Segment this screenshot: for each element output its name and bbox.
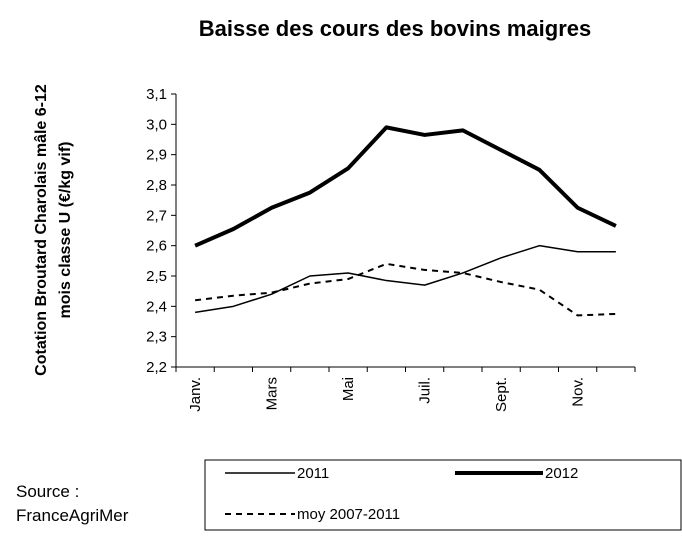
y-tick-label: 3,0 [146,116,167,133]
y-tick-label: 2,9 [146,147,167,164]
source-text: FranceAgriMer [16,506,129,525]
y-tick-label: 2,3 [146,329,167,346]
y-label-line: mois classe U (€/kg vif) [57,142,74,319]
chart-title: Baisse des cours des bovins maigres [199,16,592,41]
series-line [195,262,616,317]
x-tick-label: Nov. [570,377,587,407]
y-tick-label: 2,8 [146,177,167,194]
legend-label: 2012 [545,465,578,482]
x-tick-label: Mai [340,377,357,401]
y-tick-label: 2,2 [146,359,167,376]
series-line [195,244,616,314]
x-tick-label: Janv. [187,377,204,412]
legend-label: 2011 [297,465,329,482]
y-axis-label: Cotation Broutard Charolais mâle 6-12 mo… [33,84,74,376]
legend-box [204,459,682,531]
legend-label: moy 2007-2011 [297,506,400,523]
y-label-line: Cotation Broutard Charolais mâle 6-12 [33,84,50,376]
x-tick-label: Juil. [417,377,434,404]
source-text: Source : [16,482,79,501]
y-tick-label: 2,4 [146,298,167,315]
y-tick-label: 2,6 [146,238,167,255]
x-tick-label: Sept. [493,377,510,412]
y-tick-label: 2,5 [146,268,167,285]
series-line [194,125,617,248]
y-tick-label: 3,1 [146,86,167,103]
y-tick-label: 2,7 [146,207,167,224]
x-tick-label: Mars [264,377,281,410]
